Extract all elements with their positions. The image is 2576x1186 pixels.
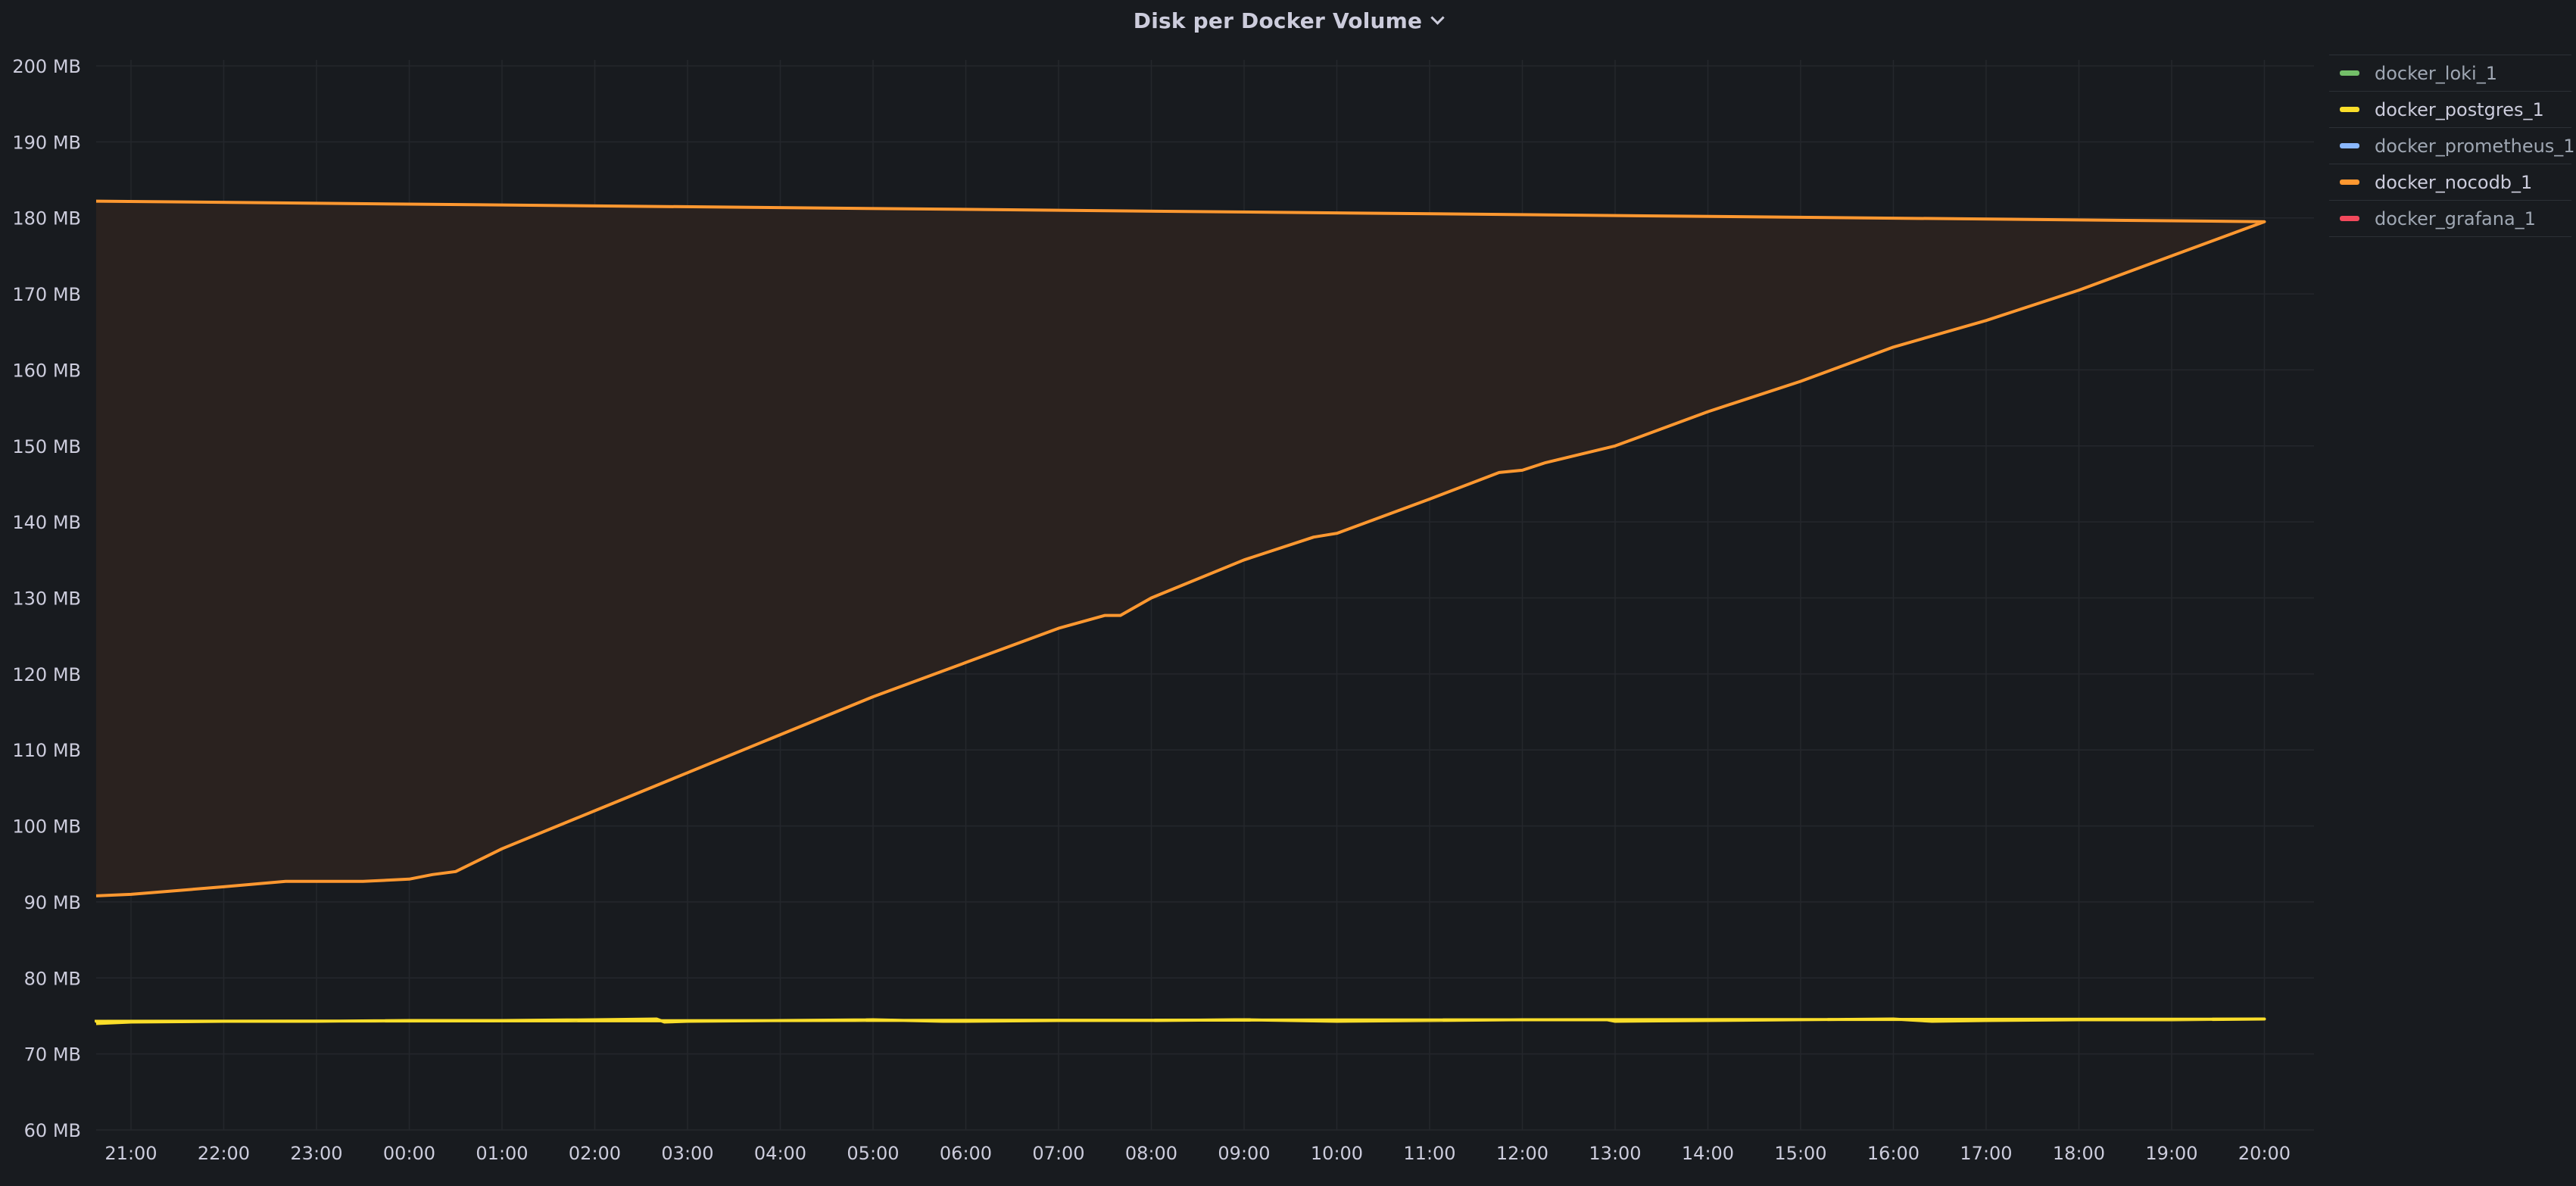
x-tick-label: 08:00 [1125,1143,1177,1164]
x-tick-label: 23:00 [290,1143,342,1164]
x-tick-label: 10:00 [1311,1143,1363,1164]
x-tick-label: 15:00 [1774,1143,1826,1164]
x-axis: 21:00 22:00 23:00 00:00 01:00 02:00 03:00 04:00… [104,1143,2291,1164]
x-tick-label: 19:00 [2145,1143,2197,1164]
legend-label: docker_prometheus_1 [2375,135,2575,157]
legend-color-swatch [2340,216,2359,221]
y-axis: 60 MB 70 MB 80 MB 90 MB 100 MB 110 MB 120 MB 13… [12,56,81,1141]
panel-header[interactable]: Disk per Docker Volume [0,0,2576,41]
series-areas [96,201,2265,1131]
y-tick-label: 80 MB [24,968,81,989]
y-tick-label: 150 MB [12,436,81,457]
y-tick-label: 120 MB [12,664,81,685]
y-tick-label: 130 MB [12,588,81,610]
x-tick-label: 07:00 [1032,1143,1084,1164]
legend-item-docker_postgres_1[interactable]: docker_postgres_1 [2329,92,2571,128]
x-tick-label: 11:00 [1403,1143,1455,1164]
x-tick-label: 16:00 [1867,1143,1920,1164]
legend-color-swatch [2340,70,2359,76]
y-tick-label: 90 MB [24,892,81,913]
x-tick-label: 22:00 [198,1143,250,1164]
x-tick-label: 00:00 [383,1143,435,1164]
y-tick-label: 70 MB [24,1044,81,1066]
x-tick-label: 20:00 [2238,1143,2291,1164]
legend-item-docker_prometheus_1[interactable]: docker_prometheus_1 [2329,128,2575,164]
x-tick-label: 03:00 [661,1143,713,1164]
x-tick-label: 05:00 [847,1143,899,1164]
series-area-docker_postgres_1 [96,1019,2265,1130]
x-tick-label: 01:00 [476,1143,528,1164]
legend-label: docker_loki_1 [2375,62,2497,84]
y-tick-label: 160 MB [12,360,81,381]
x-tick-label: 12:00 [1496,1143,1548,1164]
legend-color-swatch [2340,179,2359,185]
series-lines [95,199,2266,1025]
legend-color-swatch [2340,143,2359,148]
y-tick-label: 190 MB [12,132,81,153]
series-line-docker_nocodb_1[interactable] [95,199,2266,897]
legend-label: docker_grafana_1 [2375,208,2536,229]
y-tick-label: 170 MB [12,284,81,305]
chart-legend: docker_loki_1 docker_postgres_1 docker_pro… [2329,55,2575,237]
x-tick-label: 09:00 [1218,1143,1270,1164]
x-tick-label: 21:00 [104,1143,157,1164]
y-tick-label: 140 MB [12,512,81,533]
y-tick-label: 110 MB [12,740,81,761]
x-tick-label: 17:00 [1960,1143,2012,1164]
x-tick-label: 14:00 [1682,1143,1734,1164]
y-tick-label: 200 MB [12,56,81,77]
x-tick-label: 13:00 [1589,1143,1641,1164]
y-tick-label: 60 MB [24,1120,81,1141]
x-tick-label: 06:00 [940,1143,992,1164]
x-tick-label: 18:00 [2053,1143,2105,1164]
y-tick-label: 180 MB [12,208,81,229]
legend-color-swatch [2340,107,2359,112]
legend-label: docker_postgres_1 [2375,98,2544,120]
legend-label: docker_nocodb_1 [2375,171,2533,193]
panel-title[interactable]: Disk per Docker Volume [1133,8,1423,33]
series-line-docker_postgres_1[interactable] [95,1017,2266,1025]
legend-item-docker_grafana_1[interactable]: docker_grafana_1 [2329,201,2571,237]
x-tick-label: 04:00 [754,1143,806,1164]
legend-item-docker_nocodb_1[interactable]: docker_nocodb_1 [2329,164,2571,201]
series-area-docker_nocodb_1 [96,201,2265,1131]
y-tick-label: 100 MB [12,816,81,838]
legend-item-docker_loki_1[interactable]: docker_loki_1 [2329,55,2571,92]
x-tick-label: 02:00 [569,1143,621,1164]
